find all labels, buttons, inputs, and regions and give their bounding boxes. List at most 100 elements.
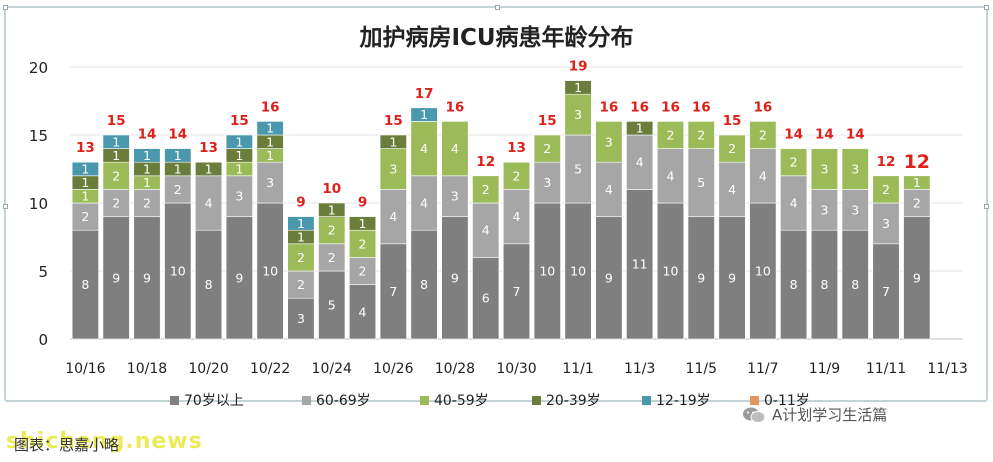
bar-segment: [164, 175, 192, 204]
bar-segment: [379, 134, 407, 149]
bar-segment: [287, 216, 315, 231]
x-tick-label: 10/24: [312, 361, 352, 377]
bar-segment-label: 2: [728, 141, 736, 156]
bar-segment-label: 9: [112, 270, 120, 285]
bar-segment: [164, 202, 192, 340]
bar-segment-label: 1: [266, 121, 274, 136]
x-tick-label: 11/5: [686, 361, 717, 377]
bar-segment-label: 1: [328, 202, 336, 217]
bar-total-label: 14: [846, 127, 865, 143]
legend-label: 20-39岁: [546, 393, 601, 409]
bar-segment-label: 3: [882, 216, 890, 231]
bar-segment: [71, 229, 99, 340]
bar-segment: [348, 257, 377, 285]
bar-segment-label: 3: [574, 107, 582, 122]
legend-swatch: [642, 395, 651, 405]
bar-segment: [164, 148, 192, 163]
x-tick-label: 10/18: [127, 361, 167, 377]
watermark: shicheng.news: [6, 429, 203, 454]
bar-segment-label: 3: [605, 134, 613, 149]
bar-segment: [379, 243, 407, 340]
bar-segment: [502, 189, 531, 245]
bar-segment: [780, 148, 808, 177]
legend-label: 40-59岁: [434, 393, 489, 409]
bar-segment: [626, 189, 654, 340]
bar-segment-label: 4: [205, 196, 213, 211]
y-tick-label: 20: [29, 59, 48, 77]
bar-segment-label: 2: [482, 182, 490, 197]
bar-segment-label: 10: [755, 264, 771, 279]
bar-total-label: 10: [322, 181, 341, 197]
bar-total-label: 16: [692, 99, 711, 115]
bar-segment: [133, 189, 161, 217]
bar-segment-label: 11: [632, 257, 648, 272]
bar-segment-label: 8: [81, 277, 89, 292]
bar-segment: [626, 134, 654, 190]
bar-segment: [718, 134, 746, 163]
bar-segment-label: 2: [174, 182, 182, 197]
legend-label: 60-69岁: [316, 393, 371, 409]
bar-segment-label: 3: [543, 175, 551, 190]
bar-segment-label: 1: [143, 175, 151, 190]
legend-label: 0-11岁: [764, 393, 810, 409]
y-tick-label: 10: [29, 195, 48, 213]
bar-total-label: 13: [76, 140, 95, 156]
bar-segment-label: 1: [174, 162, 182, 177]
bar-segment-label: 2: [112, 168, 120, 183]
bar-segment: [903, 175, 931, 190]
bar-total-label: 16: [599, 99, 618, 115]
bar-segment: [71, 202, 99, 231]
bar-total-label: 14: [815, 127, 834, 143]
bar-segment: [225, 134, 253, 149]
bar-segment-label: 9: [728, 270, 736, 285]
legend-swatch: [420, 395, 429, 405]
bar-segment-label: 2: [882, 182, 890, 197]
x-tick-label: 11/1: [562, 361, 593, 377]
bar-segment: [872, 175, 900, 204]
bar-segment: [749, 148, 777, 204]
bar-segment-label: 3: [851, 202, 859, 217]
bar-segment-label: 1: [174, 148, 182, 163]
bar-segment: [318, 202, 346, 217]
bar-segment-label: 9: [913, 270, 921, 285]
bar-segment-label: 3: [235, 189, 243, 204]
bar-segment-label: 1: [205, 162, 213, 177]
bar-segment: [502, 161, 531, 190]
chart-title: 加护病房ICU病患年龄分布: [359, 25, 634, 51]
bar-segment: [133, 148, 161, 163]
bar-segment-label: 3: [451, 189, 459, 204]
bar-segment-label: 4: [420, 196, 428, 211]
legend-swatch: [750, 395, 759, 405]
bar-segment-label: 1: [143, 148, 151, 163]
bar-segment-label: 6: [482, 291, 490, 306]
bar-segment: [841, 148, 869, 190]
bar-segment: [564, 134, 592, 204]
y-tick-label: 0: [38, 331, 48, 349]
x-tick-label: 10/22: [250, 361, 290, 377]
legend-swatch: [532, 395, 541, 405]
bar-segment-label: 1: [359, 216, 367, 231]
bar-segment-label: 1: [143, 162, 151, 177]
bar-segment: [564, 93, 592, 136]
bar-segment: [348, 229, 377, 258]
bar-segment-label: 4: [636, 155, 644, 170]
bar-segment-label: 1: [235, 148, 243, 163]
bar-segment: [502, 243, 531, 340]
bar-segment: [533, 161, 561, 204]
legend-item: 70岁以上: [170, 390, 244, 410]
legend-item: 20-39岁: [532, 390, 601, 410]
bar-segment-label: 3: [266, 175, 274, 190]
bar-segment-label: 4: [728, 182, 736, 197]
bar-segment-label: 5: [697, 175, 705, 190]
x-tick-label: 11/3: [624, 361, 655, 377]
bar-segment-label: 10: [539, 264, 555, 279]
bar-segment-label: 1: [235, 134, 243, 149]
bar-segment-label: 1: [81, 189, 89, 204]
bar-segment: [379, 189, 407, 245]
bar-segment: [225, 216, 253, 340]
bar-segment: [256, 161, 284, 204]
y-tick-label: 15: [29, 127, 48, 145]
bar-segment: [810, 148, 838, 190]
bar-segment: [195, 229, 223, 340]
bar-segment-label: 1: [389, 134, 397, 149]
